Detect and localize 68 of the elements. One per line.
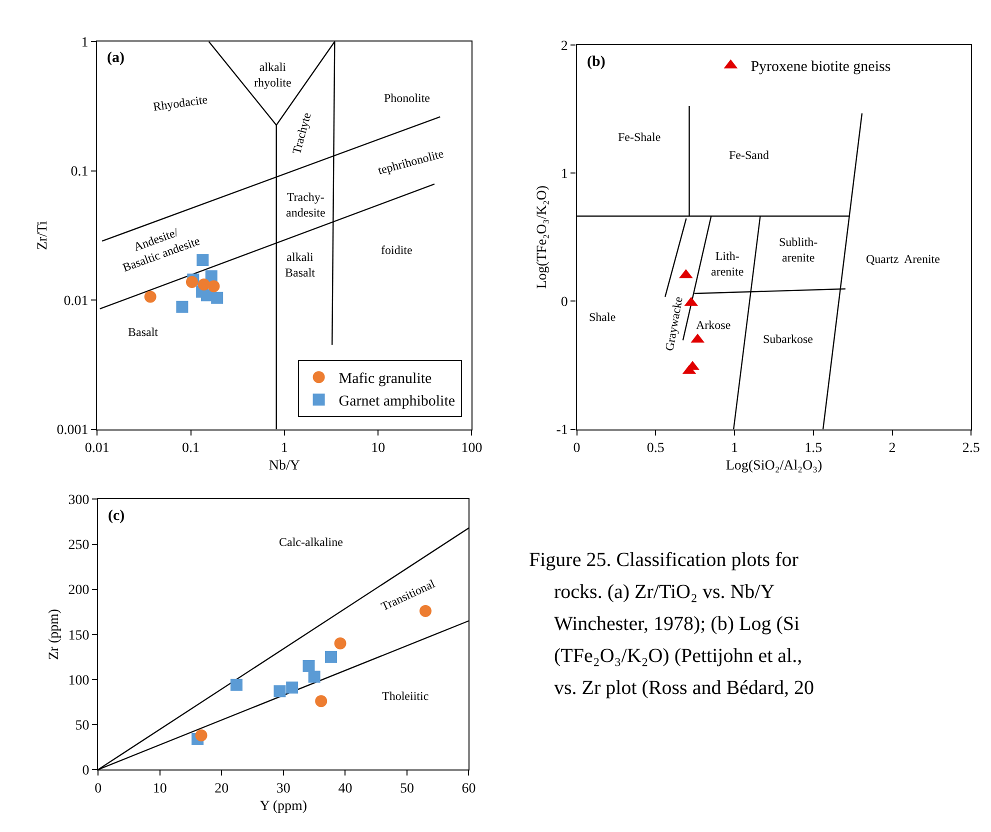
y-tick-label: 0.001 (56, 423, 88, 438)
x-tick-label: 2.5 (962, 441, 980, 456)
x-axis-title: Y (ppm) (260, 798, 308, 814)
annotation: Arkose (696, 318, 731, 332)
annotation: Lith- arenite (711, 249, 744, 279)
x-tick-label: 50 (400, 782, 414, 796)
text: (c) (108, 508, 125, 524)
y-tick-label: 200 (68, 583, 90, 598)
x-axis-title: Nb/Y (268, 458, 300, 474)
annotation: Shale (589, 310, 616, 324)
x-tick-label: 1 (731, 441, 738, 456)
y-axis-title: Zr (ppm) (46, 608, 62, 660)
y-tick-label: 300 (68, 493, 90, 508)
y-tick-label: 0.01 (64, 294, 88, 309)
x-tick-label: 1.5 (804, 441, 822, 456)
x-tick-label: 0 (94, 782, 102, 796)
text: (a) (107, 50, 124, 66)
annotation: Trachyte (289, 111, 314, 156)
x-tick-label: 0.1 (182, 441, 200, 456)
text: (b) (587, 54, 606, 70)
legend-label: Garnet amphibolite (338, 393, 456, 410)
y-tick-label: 2 (560, 38, 568, 54)
annotation: Phonolite (384, 91, 430, 105)
annotation: Basalt (128, 325, 159, 339)
annotation: Quartz Arenite (866, 252, 940, 266)
annotation: foidite (381, 243, 412, 257)
y-tick-label: 0 (560, 295, 568, 310)
text: rocks. (a) Zr/TiO₂ vs. Nb/Y (554, 581, 775, 603)
y-tick-label: 1 (81, 36, 88, 50)
annotation: Trachy- andesite (286, 190, 326, 220)
legend-label: Mafic granulite (338, 370, 432, 387)
y-axis-title: Log(TFe₂O₃/K₂O) (534, 185, 550, 289)
x-tick-label: 100 (461, 441, 482, 456)
x-tick-label: 20 (214, 782, 229, 796)
y-tick-label: 250 (68, 538, 90, 554)
annotation: Sublith- arenite (779, 235, 818, 265)
x-axis-title: Log(SiO₂/Al₂O₃) (726, 458, 822, 474)
legend-label: Pyroxene biotite gneiss (750, 59, 891, 76)
y-tick-label: 1 (560, 166, 568, 182)
text: vs. Zr plot (Ross and Bédard, 20 (554, 677, 814, 699)
x-tick-label: 1 (280, 441, 288, 456)
caption: Figure 25. Classification plots for (529, 549, 799, 571)
annotation: alkali Basalt (285, 250, 316, 280)
x-tick-label: 0.5 (646, 441, 664, 456)
annotation: Calc-alkaline (279, 535, 343, 549)
x-tick-label: 10 (371, 441, 386, 456)
y-tick-label: 50 (75, 718, 90, 734)
y-tick-label: 150 (68, 628, 90, 644)
text: Winchester, 1978); (b) Log (Si (554, 613, 800, 635)
annotation: Rhyodacite (152, 92, 208, 114)
annotation: Fe-Sand (729, 148, 769, 162)
y-axis-title: Zr/Ti (35, 220, 50, 250)
x-tick-label: 40 (338, 782, 352, 796)
annotation: Fe-Shale (618, 130, 661, 144)
text: (TFe₂O₃/K₂O) (Pettijohn et al., (554, 645, 802, 667)
y-tick-label: -1 (556, 423, 568, 438)
x-tick-label: 60 (462, 782, 476, 796)
y-tick-label: 0 (82, 764, 90, 778)
annotation: Tholeiitic (382, 689, 429, 703)
x-tick-label: 0 (573, 441, 580, 456)
annotation: alkali rhyolite (254, 60, 292, 90)
x-tick-label: 10 (152, 782, 167, 796)
x-tick-label: 2 (888, 441, 896, 456)
y-tick-label: 100 (68, 673, 90, 688)
annotation: Graywacke (662, 296, 686, 352)
x-tick-label: 30 (276, 782, 290, 796)
annotation: Subarkose (763, 332, 813, 346)
y-tick-label: 0.1 (70, 164, 88, 180)
